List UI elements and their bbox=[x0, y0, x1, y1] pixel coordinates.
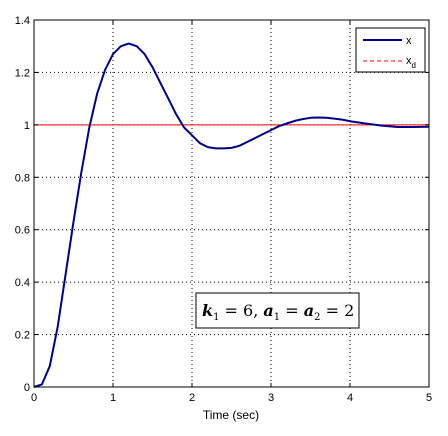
y-tick-label: 1.4 bbox=[15, 15, 30, 27]
legend: x xd bbox=[355, 27, 426, 73]
y-tick-label: 0.6 bbox=[15, 225, 30, 237]
parameter-annotation: k1 = 6, a1 = a2 = 2 bbox=[195, 292, 360, 329]
series-line-x bbox=[33, 42, 430, 388]
annot-k: k bbox=[202, 301, 213, 320]
x-tick-label: 2 bbox=[189, 392, 195, 404]
plot-area bbox=[34, 20, 429, 387]
legend-label-xd-subscript: d bbox=[412, 61, 416, 70]
annot-k-sub: 1 bbox=[213, 312, 219, 323]
annot-eq3: = 2 bbox=[320, 301, 354, 320]
x-tick-label: 1 bbox=[110, 392, 116, 404]
annot-eq2: = bbox=[280, 301, 304, 320]
y-tick-label: 0.2 bbox=[15, 330, 30, 342]
legend-box bbox=[355, 27, 426, 73]
y-tick-label: 0.8 bbox=[15, 172, 30, 184]
y-tick-label: 0 bbox=[24, 382, 30, 394]
axes-box bbox=[33, 19, 430, 388]
annot-a1-sub: 1 bbox=[274, 312, 280, 323]
annot-eq1: = 6, bbox=[219, 301, 263, 320]
x-tick-label: 0 bbox=[31, 392, 37, 404]
legend-label-xd: xd bbox=[406, 55, 416, 70]
y-tick-label: 1 bbox=[24, 120, 30, 132]
x-tick-label: 4 bbox=[347, 392, 353, 404]
y-tick-label: 1.2 bbox=[15, 67, 30, 79]
series-layer bbox=[33, 42, 430, 388]
legend-label-x: x bbox=[406, 35, 412, 47]
annotation-text: k1 = 6, a1 = a2 = 2 bbox=[202, 301, 354, 323]
ticks bbox=[33, 19, 430, 388]
annot-a1: a bbox=[263, 301, 273, 320]
tick-labels: 0 1 2 3 4 5 0 0.2 0.4 0.6 0.8 1 1.2 1.4 bbox=[15, 15, 432, 404]
annot-a2-sub: 2 bbox=[314, 312, 320, 323]
annotation-box bbox=[195, 292, 360, 329]
x-tick-label: 3 bbox=[268, 392, 274, 404]
x-tick-label: 5 bbox=[426, 392, 432, 404]
y-tick-label: 0.4 bbox=[15, 277, 30, 289]
annot-a2: a bbox=[304, 301, 314, 320]
x-axis-label: Time (sec) bbox=[203, 408, 259, 422]
